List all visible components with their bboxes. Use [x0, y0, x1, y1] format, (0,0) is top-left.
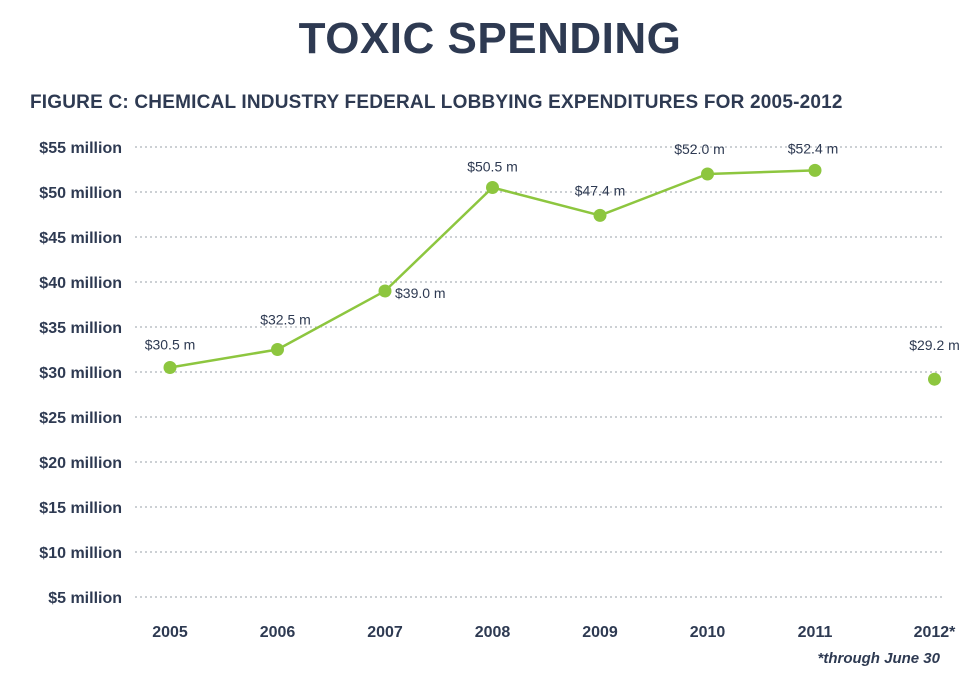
x-tick-label: 2006	[260, 624, 296, 641]
x-tick-label: 2007	[367, 624, 403, 641]
x-tick-label: 2012*	[914, 624, 957, 641]
y-tick-label: $45 million	[39, 230, 122, 247]
y-tick-label: $20 million	[39, 455, 122, 472]
x-tick-label: 2008	[475, 624, 511, 641]
data-point	[271, 343, 284, 356]
x-tick-label: 2011	[798, 624, 833, 641]
chart-subtitle: FIGURE C: CHEMICAL INDUSTRY FEDERAL LOBB…	[30, 92, 843, 113]
data-label: $52.0 m	[674, 141, 725, 157]
x-tick-label: 2010	[690, 624, 726, 641]
data-point	[486, 181, 499, 194]
data-label: $32.5 m	[260, 312, 311, 328]
series-line	[169, 169, 816, 369]
data-label: $30.5 m	[145, 337, 196, 353]
x-tick-label: 2005	[152, 624, 188, 641]
y-tick-label: $40 million	[39, 275, 122, 292]
y-axis-tick-labels: $5 million $10 million $15 million $20 mill…	[39, 140, 122, 607]
y-tick-label: $10 million	[39, 545, 122, 562]
data-point	[701, 167, 714, 181]
chart-title: TOXIC SPENDING	[298, 14, 682, 63]
y-tick-label: $30 million	[39, 365, 122, 382]
y-tick-label: $5 million	[48, 590, 122, 607]
data-label: $29.2 m	[909, 337, 960, 353]
y-tick-label: $25 million	[39, 410, 122, 427]
x-axis-tick-labels: 2005 2006 2007 2008 2009 2010 2011 2012*	[152, 624, 956, 641]
data-label: $52.4 m	[788, 140, 839, 156]
grid-lines	[135, 146, 945, 598]
chart-footnote: *through June 30	[817, 650, 940, 667]
series-polyline	[169, 169, 816, 369]
data-point	[163, 361, 177, 374]
y-tick-label: $50 million	[39, 185, 122, 202]
data-point	[928, 372, 941, 386]
data-point	[593, 208, 607, 222]
data-label: $47.4 m	[575, 182, 626, 198]
data-points	[163, 163, 941, 386]
y-tick-label: $35 million	[39, 320, 122, 337]
data-label: $50.5 m	[467, 159, 518, 175]
data-point	[378, 284, 392, 298]
x-tick-label: 2009	[582, 624, 618, 641]
y-tick-label: $15 million	[39, 500, 122, 517]
data-point	[808, 163, 822, 177]
data-label: $39.0 m	[395, 285, 446, 301]
y-tick-label: $55 million	[39, 140, 122, 157]
data-labels: $30.5 m $32.5 m $39.0 m $50.5 m $47.4 m $52.0…	[145, 140, 960, 353]
